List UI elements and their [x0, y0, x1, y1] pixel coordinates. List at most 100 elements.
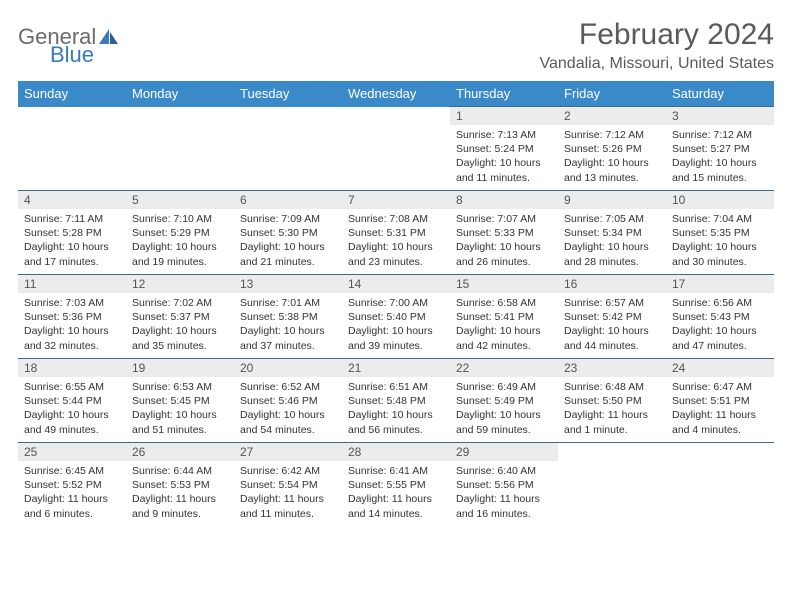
- calendar-cell: 11Sunrise: 7:03 AMSunset: 5:36 PMDayligh…: [18, 275, 126, 359]
- day-info: Sunrise: 6:55 AMSunset: 5:44 PMDaylight:…: [18, 377, 126, 440]
- day-number: 4: [18, 191, 126, 209]
- calendar-cell: [342, 107, 450, 191]
- day-number: 11: [18, 275, 126, 293]
- location: Vandalia, Missouri, United States: [540, 55, 774, 73]
- day-number: 8: [450, 191, 558, 209]
- day-number: 6: [234, 191, 342, 209]
- day-number: 18: [18, 359, 126, 377]
- calendar-cell: 2Sunrise: 7:12 AMSunset: 5:26 PMDaylight…: [558, 107, 666, 191]
- calendar-cell: 16Sunrise: 6:57 AMSunset: 5:42 PMDayligh…: [558, 275, 666, 359]
- header: General February 2024 Vandalia, Missouri…: [18, 18, 774, 73]
- day-info: Sunrise: 7:02 AMSunset: 5:37 PMDaylight:…: [126, 293, 234, 356]
- day-number: 24: [666, 359, 774, 377]
- calendar-row: 25Sunrise: 6:45 AMSunset: 5:52 PMDayligh…: [18, 443, 774, 527]
- calendar-cell: 22Sunrise: 6:49 AMSunset: 5:49 PMDayligh…: [450, 359, 558, 443]
- logo-text-blue: Blue: [24, 42, 94, 67]
- day-number: 28: [342, 443, 450, 461]
- day-number: 10: [666, 191, 774, 209]
- calendar-row: 4Sunrise: 7:11 AMSunset: 5:28 PMDaylight…: [18, 191, 774, 275]
- day-number: 13: [234, 275, 342, 293]
- calendar-cell: 12Sunrise: 7:02 AMSunset: 5:37 PMDayligh…: [126, 275, 234, 359]
- calendar-cell: 8Sunrise: 7:07 AMSunset: 5:33 PMDaylight…: [450, 191, 558, 275]
- calendar-cell: 21Sunrise: 6:51 AMSunset: 5:48 PMDayligh…: [342, 359, 450, 443]
- day-number: 15: [450, 275, 558, 293]
- day-number: 27: [234, 443, 342, 461]
- day-info: Sunrise: 6:48 AMSunset: 5:50 PMDaylight:…: [558, 377, 666, 440]
- calendar-cell: 19Sunrise: 6:53 AMSunset: 5:45 PMDayligh…: [126, 359, 234, 443]
- day-number: 16: [558, 275, 666, 293]
- calendar-cell: 17Sunrise: 6:56 AMSunset: 5:43 PMDayligh…: [666, 275, 774, 359]
- day-number: 22: [450, 359, 558, 377]
- day-number: 5: [126, 191, 234, 209]
- calendar-cell: 23Sunrise: 6:48 AMSunset: 5:50 PMDayligh…: [558, 359, 666, 443]
- calendar-cell: 5Sunrise: 7:10 AMSunset: 5:29 PMDaylight…: [126, 191, 234, 275]
- day-info: Sunrise: 6:53 AMSunset: 5:45 PMDaylight:…: [126, 377, 234, 440]
- day-info: Sunrise: 6:45 AMSunset: 5:52 PMDaylight:…: [18, 461, 126, 524]
- day-info: Sunrise: 7:13 AMSunset: 5:24 PMDaylight:…: [450, 125, 558, 188]
- day-info: Sunrise: 6:40 AMSunset: 5:56 PMDaylight:…: [450, 461, 558, 524]
- day-info: Sunrise: 6:58 AMSunset: 5:41 PMDaylight:…: [450, 293, 558, 356]
- day-info: Sunrise: 6:44 AMSunset: 5:53 PMDaylight:…: [126, 461, 234, 524]
- calendar-cell: 3Sunrise: 7:12 AMSunset: 5:27 PMDaylight…: [666, 107, 774, 191]
- dow-header: Monday: [126, 81, 234, 107]
- day-info: Sunrise: 7:08 AMSunset: 5:31 PMDaylight:…: [342, 209, 450, 272]
- day-number: 9: [558, 191, 666, 209]
- day-number: 17: [666, 275, 774, 293]
- day-info: Sunrise: 7:05 AMSunset: 5:34 PMDaylight:…: [558, 209, 666, 272]
- calendar-cell: 15Sunrise: 6:58 AMSunset: 5:41 PMDayligh…: [450, 275, 558, 359]
- day-info: Sunrise: 7:04 AMSunset: 5:35 PMDaylight:…: [666, 209, 774, 272]
- day-number: 1: [450, 107, 558, 125]
- day-info: Sunrise: 7:07 AMSunset: 5:33 PMDaylight:…: [450, 209, 558, 272]
- calendar-cell: 7Sunrise: 7:08 AMSunset: 5:31 PMDaylight…: [342, 191, 450, 275]
- calendar-row: 1Sunrise: 7:13 AMSunset: 5:24 PMDaylight…: [18, 107, 774, 191]
- logo-blue-wrap: Blue: [24, 42, 94, 68]
- day-number: 26: [126, 443, 234, 461]
- calendar-body: 1Sunrise: 7:13 AMSunset: 5:24 PMDaylight…: [18, 107, 774, 527]
- day-info: Sunrise: 6:41 AMSunset: 5:55 PMDaylight:…: [342, 461, 450, 524]
- calendar-cell: 6Sunrise: 7:09 AMSunset: 5:30 PMDaylight…: [234, 191, 342, 275]
- day-info: Sunrise: 6:52 AMSunset: 5:46 PMDaylight:…: [234, 377, 342, 440]
- day-info: Sunrise: 6:47 AMSunset: 5:51 PMDaylight:…: [666, 377, 774, 440]
- day-number: 7: [342, 191, 450, 209]
- title-block: February 2024 Vandalia, Missouri, United…: [540, 18, 774, 73]
- calendar-cell: 27Sunrise: 6:42 AMSunset: 5:54 PMDayligh…: [234, 443, 342, 527]
- day-number: 12: [126, 275, 234, 293]
- day-info: Sunrise: 7:10 AMSunset: 5:29 PMDaylight:…: [126, 209, 234, 272]
- calendar-cell: 20Sunrise: 6:52 AMSunset: 5:46 PMDayligh…: [234, 359, 342, 443]
- day-number: 19: [126, 359, 234, 377]
- day-info: Sunrise: 6:49 AMSunset: 5:49 PMDaylight:…: [450, 377, 558, 440]
- dow-header: Tuesday: [234, 81, 342, 107]
- day-number: 25: [18, 443, 126, 461]
- calendar-row: 18Sunrise: 6:55 AMSunset: 5:44 PMDayligh…: [18, 359, 774, 443]
- day-info: Sunrise: 7:03 AMSunset: 5:36 PMDaylight:…: [18, 293, 126, 356]
- calendar-table: SundayMondayTuesdayWednesdayThursdayFrid…: [18, 81, 774, 527]
- calendar-cell: 29Sunrise: 6:40 AMSunset: 5:56 PMDayligh…: [450, 443, 558, 527]
- day-number: 3: [666, 107, 774, 125]
- day-number: 20: [234, 359, 342, 377]
- day-info: Sunrise: 7:11 AMSunset: 5:28 PMDaylight:…: [18, 209, 126, 272]
- month-title: February 2024: [540, 18, 774, 52]
- day-info: Sunrise: 7:12 AMSunset: 5:26 PMDaylight:…: [558, 125, 666, 188]
- day-info: Sunrise: 6:42 AMSunset: 5:54 PMDaylight:…: [234, 461, 342, 524]
- dow-header: Sunday: [18, 81, 126, 107]
- dow-header: Friday: [558, 81, 666, 107]
- calendar-row: 11Sunrise: 7:03 AMSunset: 5:36 PMDayligh…: [18, 275, 774, 359]
- day-info: Sunrise: 7:12 AMSunset: 5:27 PMDaylight:…: [666, 125, 774, 188]
- calendar-cell: [666, 443, 774, 527]
- day-number: 29: [450, 443, 558, 461]
- calendar-cell: 1Sunrise: 7:13 AMSunset: 5:24 PMDaylight…: [450, 107, 558, 191]
- calendar-cell: 9Sunrise: 7:05 AMSunset: 5:34 PMDaylight…: [558, 191, 666, 275]
- calendar-cell: 24Sunrise: 6:47 AMSunset: 5:51 PMDayligh…: [666, 359, 774, 443]
- calendar-cell: 4Sunrise: 7:11 AMSunset: 5:28 PMDaylight…: [18, 191, 126, 275]
- day-info: Sunrise: 6:57 AMSunset: 5:42 PMDaylight:…: [558, 293, 666, 356]
- calendar-head: SundayMondayTuesdayWednesdayThursdayFrid…: [18, 81, 774, 107]
- day-info: Sunrise: 7:01 AMSunset: 5:38 PMDaylight:…: [234, 293, 342, 356]
- calendar-cell: [558, 443, 666, 527]
- calendar-cell: 26Sunrise: 6:44 AMSunset: 5:53 PMDayligh…: [126, 443, 234, 527]
- day-number: 23: [558, 359, 666, 377]
- day-number: 21: [342, 359, 450, 377]
- day-number: 14: [342, 275, 450, 293]
- day-number: 2: [558, 107, 666, 125]
- sail-icon: [98, 28, 120, 46]
- day-info: Sunrise: 6:56 AMSunset: 5:43 PMDaylight:…: [666, 293, 774, 356]
